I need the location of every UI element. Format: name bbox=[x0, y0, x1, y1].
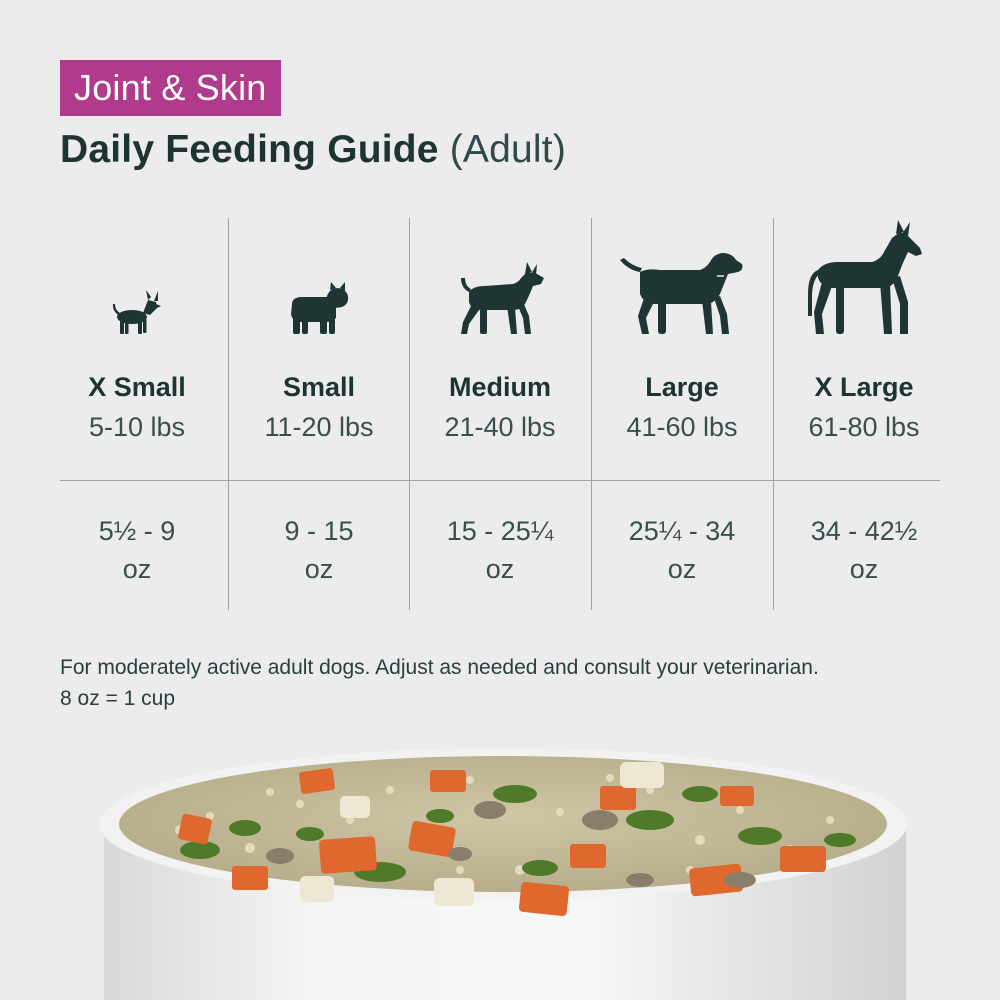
amount-value: 5½ - 9 bbox=[98, 516, 176, 546]
size-name: X Large bbox=[814, 372, 914, 402]
weight-range: 11-20 lbs bbox=[264, 412, 374, 442]
weight-range: 21-40 lbs bbox=[444, 412, 556, 442]
amount-unit: oz bbox=[849, 554, 879, 584]
size-column-small: Small 11-20 lbs 9 - 15 oz bbox=[228, 218, 410, 610]
food-bowl-illustration bbox=[99, 748, 907, 1000]
page-title: Daily Feeding Guide (Adult) bbox=[60, 128, 566, 172]
size-name: Small bbox=[282, 372, 356, 402]
size-column-large: Large 41-60 lbs 25¼ - 34 oz bbox=[591, 218, 773, 610]
terrier-icon bbox=[409, 218, 591, 334]
daily-amount: 25¼ - 34 oz bbox=[591, 512, 773, 588]
column-divider bbox=[591, 218, 592, 610]
food-bowl-image bbox=[0, 720, 1000, 1000]
weight-range: 5-10 lbs bbox=[88, 412, 186, 442]
weight-range: 61-80 lbs bbox=[808, 412, 920, 442]
title-main: Daily Feeding Guide bbox=[60, 128, 439, 171]
amount-unit: oz bbox=[485, 554, 515, 584]
size-name: Large bbox=[645, 372, 719, 402]
row-divider bbox=[60, 480, 940, 481]
great-dane-icon bbox=[773, 218, 955, 334]
retriever-icon bbox=[591, 218, 773, 334]
column-divider bbox=[409, 218, 410, 610]
size-name: Medium bbox=[448, 372, 551, 402]
size-name: X Small bbox=[88, 372, 186, 402]
note-text: For moderately active adult dogs. Adjust… bbox=[60, 656, 819, 679]
product-badge: Joint & Skin bbox=[60, 60, 281, 116]
title-suffix: (Adult) bbox=[449, 128, 567, 171]
chihuahua-icon bbox=[46, 218, 228, 334]
feeding-note: For moderately active adult dogs. Adjust… bbox=[60, 652, 960, 714]
amount-value: 15 - 25¼ bbox=[446, 516, 554, 546]
weight-range: 41-60 lbs bbox=[626, 412, 738, 442]
size-column-x-small: X Small 5-10 lbs 5½ - 9 oz bbox=[46, 218, 228, 610]
daily-amount: 5½ - 9 oz bbox=[46, 512, 228, 588]
amount-value: 9 - 15 bbox=[284, 516, 354, 546]
column-divider bbox=[773, 218, 774, 610]
daily-amount: 15 - 25¼ oz bbox=[409, 512, 591, 588]
amount-value: 25¼ - 34 bbox=[628, 516, 736, 546]
bulldog-icon bbox=[228, 218, 410, 334]
conversion-note: 8 oz = 1 cup bbox=[60, 687, 175, 710]
amount-unit: oz bbox=[122, 554, 152, 584]
amount-unit: oz bbox=[667, 554, 697, 584]
amount-value: 34 - 42½ bbox=[810, 516, 918, 546]
feeding-guide-table: X Small 5-10 lbs 5½ - 9 oz Sma bbox=[46, 218, 940, 610]
daily-amount: 34 - 42½ oz bbox=[773, 512, 955, 588]
column-divider bbox=[228, 218, 229, 610]
size-column-medium: Medium 21-40 lbs 15 - 25¼ oz bbox=[409, 218, 591, 610]
daily-amount: 9 - 15 oz bbox=[228, 512, 410, 588]
amount-unit: oz bbox=[304, 554, 334, 584]
size-column-x-large: X Large 61-80 lbs 34 - 42½ oz bbox=[773, 218, 955, 610]
